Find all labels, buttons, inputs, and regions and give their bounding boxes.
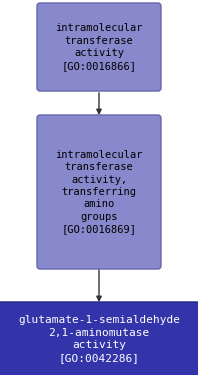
FancyBboxPatch shape bbox=[0, 302, 198, 375]
Text: glutamate-1-semialdehyde
2,1-aminomutase
activity
[GO:0042286]: glutamate-1-semialdehyde 2,1-aminomutase… bbox=[18, 315, 180, 363]
Text: intramolecular
transferase
activity,
transferring
amino
groups
[GO:0016869]: intramolecular transferase activity, tra… bbox=[55, 150, 143, 234]
FancyBboxPatch shape bbox=[37, 3, 161, 91]
FancyBboxPatch shape bbox=[37, 115, 161, 269]
Text: intramolecular
transferase
activity
[GO:0016866]: intramolecular transferase activity [GO:… bbox=[55, 23, 143, 70]
